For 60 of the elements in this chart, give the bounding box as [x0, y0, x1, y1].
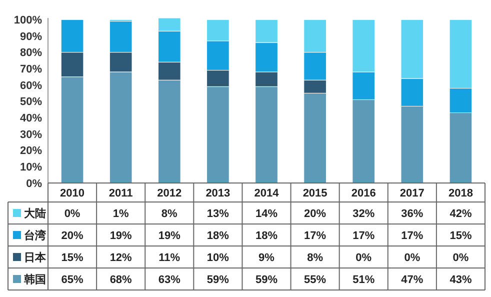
data-label: 11% — [158, 252, 180, 264]
data-label: 19% — [158, 230, 181, 242]
y-tick-label: 50% — [20, 96, 42, 108]
x-tick-label: 2013 — [206, 187, 230, 200]
x-tick-label: 2010 — [60, 187, 85, 200]
data-label: 19% — [110, 230, 132, 242]
x-tick-label: 2016 — [351, 187, 376, 200]
data-label: 63% — [158, 274, 181, 286]
data-label: 36% — [401, 208, 424, 220]
y-tick-label: 0% — [26, 178, 42, 190]
data-label: 59% — [206, 274, 230, 286]
data-label: 55% — [304, 274, 326, 286]
data-label: 68% — [110, 274, 132, 286]
y-tick-label: 60% — [20, 80, 42, 92]
data-label: 20% — [304, 208, 326, 220]
y-tick-label: 10% — [20, 162, 42, 174]
x-tick-label: 2012 — [157, 187, 182, 200]
x-tick-label: 2014 — [254, 187, 280, 200]
data-label: 20% — [61, 230, 84, 242]
data-label: 10% — [206, 252, 230, 264]
y-tick-label: 80% — [20, 47, 42, 60]
y-tick-label: 20% — [20, 145, 42, 158]
legend-label: 大陆 — [24, 206, 46, 220]
y-tick-label: 70% — [20, 63, 42, 76]
data-label: 32% — [352, 208, 375, 220]
y-tick-label: 100% — [14, 14, 42, 26]
legend-label: 韩国 — [23, 272, 46, 286]
data-label: 0% — [356, 252, 372, 264]
data-label: 47% — [401, 274, 424, 286]
data-label: 17% — [304, 230, 326, 242]
legend-label: 台湾 — [24, 228, 47, 242]
data-label: 65% — [61, 274, 84, 286]
data-label: 9% — [258, 252, 275, 264]
x-tick-label: 2011 — [108, 187, 133, 200]
data-label: 15% — [61, 252, 84, 264]
x-tick-label: 2018 — [448, 187, 473, 200]
data-label: 59% — [255, 274, 278, 286]
data-label: 42% — [450, 208, 472, 220]
data-label: 0% — [64, 208, 80, 220]
data-label: 17% — [352, 230, 375, 242]
y-tick-label: 90% — [20, 30, 42, 43]
data-label: 12% — [110, 252, 132, 264]
data-label: 51% — [352, 274, 375, 286]
y-tick-label: 40% — [20, 112, 42, 125]
data-label: 8% — [307, 252, 324, 264]
x-tick-label: 2015 — [302, 187, 328, 200]
data-label: 17% — [401, 230, 424, 242]
data-label: 0% — [452, 252, 469, 264]
data-label: 18% — [255, 230, 278, 242]
data-label: 14% — [255, 208, 278, 220]
data-label: 15% — [450, 230, 472, 242]
y-tick-label: 30% — [20, 128, 42, 141]
data-label: 43% — [450, 274, 472, 286]
x-tick-label: 2017 — [400, 187, 424, 200]
data-label: 1% — [112, 208, 129, 220]
data-label: 0% — [404, 252, 420, 264]
data-label: 18% — [206, 230, 230, 242]
legend-label: 日本 — [24, 250, 47, 264]
data-label: 13% — [206, 208, 230, 220]
data-label: 8% — [161, 208, 178, 220]
